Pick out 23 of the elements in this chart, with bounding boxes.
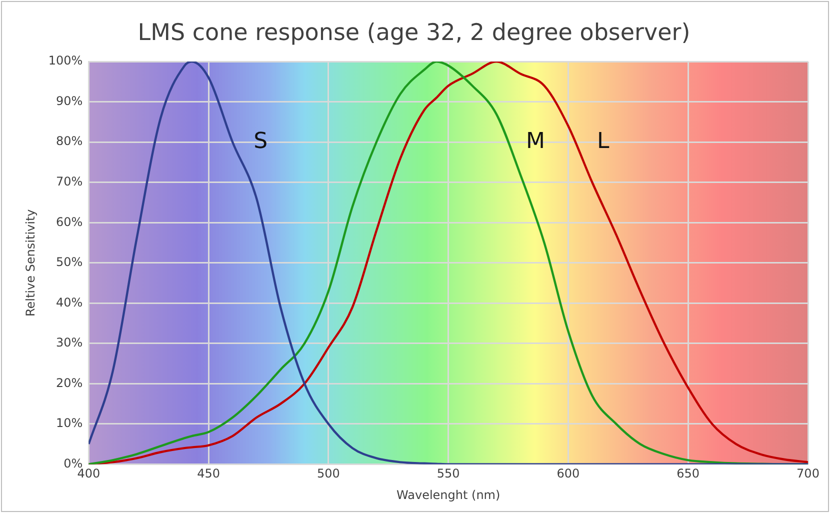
- y-tick-label: 100%: [48, 54, 83, 68]
- y-tick-label: 60%: [56, 214, 83, 229]
- y-tick-label: 50%: [56, 255, 83, 270]
- series-label: S: [254, 128, 268, 154]
- x-tick-label: 600: [556, 466, 580, 481]
- y-tick-label: 80%: [56, 134, 83, 148]
- x-tick-label: 550: [436, 466, 460, 481]
- series-label: L: [596, 128, 610, 154]
- x-tick-label: 650: [676, 466, 700, 481]
- y-axis-title: Reltive Sensitivity: [23, 209, 38, 317]
- x-tick-label: 700: [796, 466, 820, 481]
- x-tick-label: 400: [77, 466, 100, 481]
- y-tick-label: 10%: [56, 416, 83, 430]
- series-label: M: [526, 128, 545, 154]
- x-axis-title: Wavelenght (nm): [396, 488, 500, 502]
- y-tick-label: 90%: [56, 94, 83, 108]
- y-tick-label: 20%: [56, 376, 83, 390]
- y-tick-label: 30%: [56, 336, 83, 350]
- chart-title: LMS cone response (age 32, 2 degree observer): [138, 20, 690, 46]
- x-tick-label: 500: [317, 466, 340, 481]
- y-tick-label: 70%: [56, 174, 83, 189]
- y-tick-label: 40%: [56, 295, 83, 310]
- x-tick-label: 450: [197, 466, 220, 481]
